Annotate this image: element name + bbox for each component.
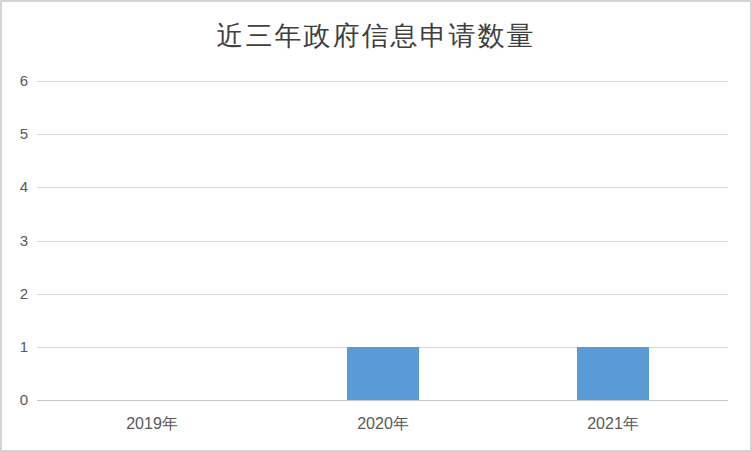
gridline	[37, 294, 728, 295]
x-tick-label: 2019年	[92, 415, 212, 433]
gridline	[37, 134, 728, 135]
gridline	[37, 81, 728, 82]
y-tick-label: 1	[0, 339, 28, 355]
y-tick-label: 6	[0, 73, 28, 89]
chart-frame: 近三年政府信息申请数量 0 1 2 3 4 5 6 2019年 2020年 2021年	[0, 0, 752, 452]
y-tick-label: 4	[0, 179, 28, 195]
bar-2021年	[577, 347, 649, 400]
plot-area	[37, 81, 728, 400]
gridline	[37, 241, 728, 242]
chart-title: 近三年政府信息申请数量	[2, 18, 750, 54]
x-axis-line	[37, 400, 728, 401]
y-tick-label: 5	[0, 126, 28, 142]
x-tick-label: 2020年	[323, 415, 443, 433]
y-tick-label: 2	[0, 286, 28, 302]
gridline	[37, 187, 728, 188]
y-tick-label: 0	[0, 392, 28, 408]
x-tick-label: 2021年	[553, 415, 673, 433]
bar-2020年	[347, 347, 419, 400]
y-tick-label: 3	[0, 233, 28, 249]
